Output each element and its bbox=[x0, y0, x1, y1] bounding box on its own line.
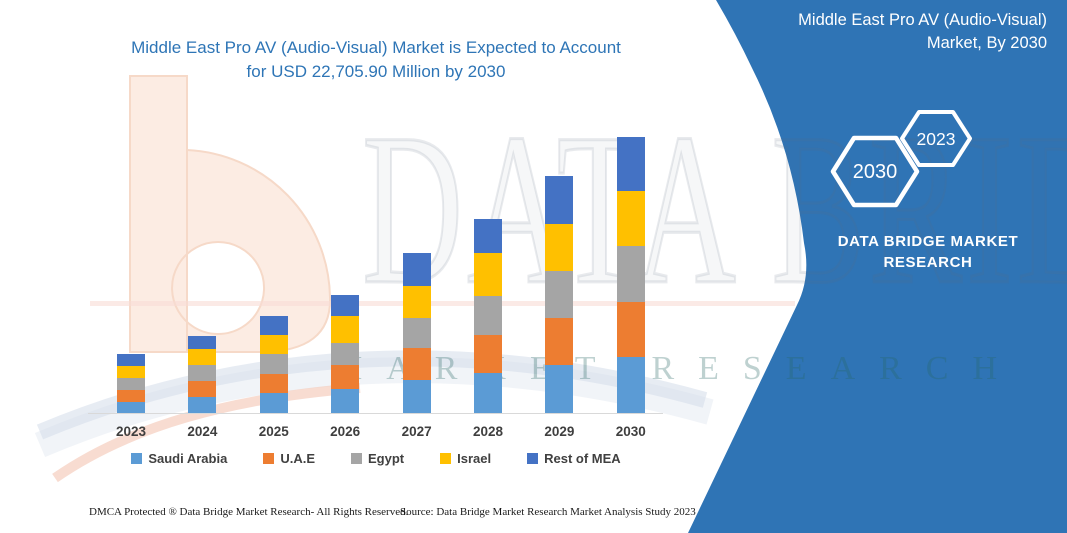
brand-name-line-1: DATA BRIDGE MARKET bbox=[837, 233, 1019, 250]
bar-2026 bbox=[331, 294, 360, 413]
brand-name-line-2: RESEARCH bbox=[883, 254, 973, 271]
legend-swatch bbox=[131, 453, 143, 464]
banner-title: Middle East Pro AV (Audio-Visual) Market… bbox=[687, 9, 1047, 55]
hexagon-2023-label: 2023 bbox=[917, 129, 956, 149]
brand-name: DATA BRIDGE MARKET RESEARCH bbox=[800, 231, 1056, 273]
bar-segment-saudi-arabia bbox=[117, 402, 145, 413]
bar-segment-u-a-e bbox=[188, 381, 217, 398]
bar-2024 bbox=[188, 335, 217, 413]
bar-segment-israel bbox=[188, 349, 217, 366]
hexagon-2030-label: 2030 bbox=[853, 161, 898, 183]
bar-segment-u-a-e bbox=[117, 389, 145, 402]
bar-2023 bbox=[117, 353, 145, 413]
chart-title: Middle East Pro AV (Audio-Visual) Market… bbox=[70, 36, 682, 84]
bar-segment-u-a-e bbox=[259, 373, 288, 393]
x-axis-label-2028: 2028 bbox=[472, 424, 504, 439]
bar-segment-rest-of-mea bbox=[474, 219, 502, 254]
bar-2030 bbox=[616, 136, 645, 413]
hexagon-2030 bbox=[830, 135, 920, 208]
bar-segment-egypt bbox=[474, 295, 502, 335]
legend-swatch bbox=[350, 453, 362, 464]
bar-segment-egypt bbox=[188, 365, 217, 382]
bar-segment-saudi-arabia bbox=[474, 373, 502, 413]
bar-segment-israel bbox=[402, 285, 431, 319]
legend-item-saudi-arabia: Saudi Arabia bbox=[131, 451, 227, 466]
bar-segment-egypt bbox=[545, 271, 574, 319]
bar-2029 bbox=[545, 176, 574, 413]
banner-polygon bbox=[688, 0, 1067, 533]
watermark-pink-stripe bbox=[90, 301, 795, 306]
x-axis-label-2026: 2026 bbox=[330, 424, 361, 439]
bar-2027 bbox=[402, 253, 431, 413]
legend-label: Saudi Arabia bbox=[148, 451, 228, 466]
hexagon-2023 bbox=[900, 110, 972, 167]
bar-segment-rest-of-mea bbox=[545, 176, 574, 225]
bar-segment-saudi-arabia bbox=[616, 357, 645, 413]
bar-segment-rest-of-mea bbox=[259, 315, 288, 335]
legend-swatch bbox=[527, 453, 539, 464]
legend-item-egypt: Egypt bbox=[350, 451, 405, 466]
footer-dmca-text: DMCA Protected ® Data Bridge Market Rese… bbox=[89, 506, 409, 518]
bar-segment-israel bbox=[259, 334, 288, 355]
chart-title-line-1: Middle East Pro AV (Audio-Visual) Market… bbox=[131, 38, 621, 57]
bar-segment-rest-of-mea bbox=[402, 253, 431, 286]
legend: Saudi Arabia U.A.E Egypt Israel Rest of MEA bbox=[70, 451, 682, 466]
bar-segment-saudi-arabia bbox=[188, 397, 217, 413]
banner-title-line-2: Market, By 2030 bbox=[926, 34, 1047, 52]
legend-label: U.A.E bbox=[280, 451, 315, 466]
banner-title-line-1: Middle East Pro AV (Audio-Visual) bbox=[798, 11, 1047, 29]
bar-segment-israel bbox=[545, 224, 574, 272]
x-axis-line bbox=[88, 413, 663, 414]
bar-segment-egypt bbox=[259, 354, 288, 374]
bar-segment-egypt bbox=[402, 318, 431, 349]
bar-segment-egypt bbox=[616, 245, 645, 303]
bar-segment-saudi-arabia bbox=[402, 380, 431, 413]
bar-segment-rest-of-mea bbox=[616, 136, 645, 192]
bar-segment-rest-of-mea bbox=[117, 353, 145, 367]
x-axis-label-2025: 2025 bbox=[258, 424, 289, 439]
bar-2028 bbox=[474, 219, 502, 413]
bar-segment-egypt bbox=[117, 377, 145, 390]
legend-label: Israel bbox=[457, 451, 492, 466]
bar-segment-israel bbox=[117, 366, 145, 378]
bar-segment-egypt bbox=[331, 343, 360, 365]
x-axis-label-2024: 2024 bbox=[187, 424, 218, 439]
legend-label: Egypt bbox=[367, 451, 405, 466]
chart-title-line-2: for USD 22,705.90 Million by 2030 bbox=[246, 62, 506, 81]
legend-label: Rest of MEA bbox=[544, 451, 621, 466]
footer-source-text: Source: Data Bridge Market Research Mark… bbox=[400, 506, 696, 518]
x-axis-label-2023: 2023 bbox=[115, 424, 147, 439]
bar-segment-rest-of-mea bbox=[331, 294, 360, 317]
x-axis-label-2030: 2030 bbox=[615, 424, 646, 439]
legend-swatch bbox=[263, 453, 275, 464]
bar-segment-u-a-e bbox=[474, 334, 502, 373]
x-axis-label-2029: 2029 bbox=[544, 424, 575, 439]
legend-item-u-a-e: U.A.E bbox=[263, 451, 315, 466]
bar-segment-u-a-e bbox=[402, 348, 431, 381]
legend-item-israel: Israel bbox=[440, 451, 491, 466]
bar-segment-saudi-arabia bbox=[259, 393, 288, 413]
bar-segment-israel bbox=[331, 316, 360, 344]
x-axis-label-2027: 2027 bbox=[401, 424, 432, 439]
bar-2025 bbox=[259, 315, 288, 413]
watermark-swoosh-red bbox=[52, 383, 361, 483]
legend-item-rest-of-mea: Rest of MEA bbox=[527, 451, 621, 466]
bar-segment-israel bbox=[616, 191, 645, 246]
bar-segment-israel bbox=[474, 253, 502, 296]
bar-segment-u-a-e bbox=[545, 318, 574, 366]
bar-segment-u-a-e bbox=[331, 364, 360, 389]
legend-swatch bbox=[440, 453, 452, 464]
hexagon-badges: 2030 2023 bbox=[830, 110, 972, 208]
bar-segment-saudi-arabia bbox=[331, 388, 360, 413]
bar-segment-saudi-arabia bbox=[545, 365, 574, 413]
bar-segment-rest-of-mea bbox=[188, 335, 217, 350]
bar-segment-u-a-e bbox=[616, 302, 645, 358]
